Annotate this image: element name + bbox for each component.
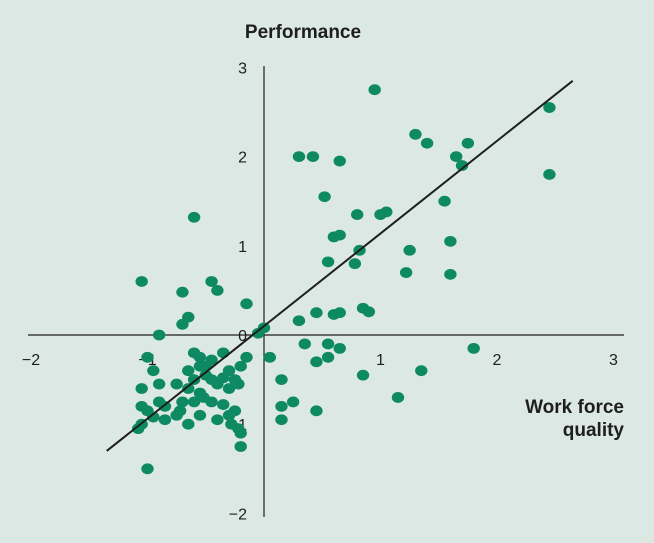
data-point [240, 351, 253, 363]
data-point [321, 351, 335, 363]
data-point [152, 329, 166, 341]
data-point [306, 151, 320, 163]
data-point [187, 396, 201, 408]
data-point [310, 405, 323, 417]
data-point [399, 267, 413, 278]
data-point [176, 318, 189, 330]
data-point [368, 84, 381, 96]
y-axis-title: Performance [245, 22, 361, 43]
data-point [135, 276, 148, 287]
data-point [173, 405, 187, 417]
data-point [217, 372, 230, 384]
data-point [420, 137, 434, 149]
data-point [217, 347, 230, 359]
data-point [348, 258, 362, 270]
data-point [467, 342, 480, 354]
data-point [292, 315, 306, 327]
data-point [147, 411, 160, 423]
data-point [141, 351, 154, 363]
data-point [333, 229, 346, 241]
data-point [211, 414, 224, 426]
data-point [176, 286, 189, 298]
data-point [450, 151, 463, 163]
data-point [170, 378, 183, 390]
data-point [211, 285, 224, 296]
data-point [222, 409, 236, 421]
data-point [321, 338, 335, 350]
data-point [318, 191, 331, 203]
data-point [310, 356, 323, 368]
x-tick-label: 3 [609, 352, 618, 369]
x-tick-label: 2 [493, 352, 502, 369]
data-point [182, 383, 195, 394]
y-tick-label: −2 [229, 506, 247, 523]
data-point [232, 378, 245, 390]
data-point [321, 256, 335, 268]
data-point [240, 298, 253, 310]
data-point [193, 351, 207, 363]
data-point [391, 392, 405, 403]
data-point [176, 396, 189, 408]
y-tick-label: 2 [238, 150, 247, 167]
data-point [234, 441, 247, 452]
data-point [141, 463, 154, 475]
data-point [403, 244, 416, 256]
y-tick-label: 1 [238, 239, 247, 256]
y-tick-label: 0 [238, 328, 247, 345]
data-point [158, 414, 172, 426]
y-tick-label: 3 [238, 60, 247, 77]
data-point [187, 211, 201, 223]
data-point [182, 365, 195, 377]
data-point [333, 342, 346, 354]
data-point [333, 155, 346, 167]
data-point [543, 102, 556, 113]
data-point [543, 169, 556, 180]
data-point [234, 427, 247, 439]
x-axis-title-line-2: quality [563, 420, 625, 441]
data-point [234, 360, 247, 372]
data-point [147, 365, 160, 377]
tick-labels: −2−11233210−1−2 [22, 60, 618, 523]
data-point [310, 307, 323, 319]
data-point [444, 268, 457, 280]
data-point [187, 374, 201, 385]
x-tick-label: −2 [22, 352, 40, 369]
data-point [222, 383, 236, 394]
data-point [286, 396, 300, 408]
data-point [298, 338, 311, 350]
data-point [275, 374, 288, 385]
data-point [251, 327, 265, 339]
trend-line [106, 79, 574, 452]
data-point [131, 423, 145, 435]
data-point [351, 209, 364, 220]
data-point [444, 235, 457, 247]
data-point [182, 418, 195, 430]
data-point [193, 409, 207, 421]
data-point [275, 414, 288, 426]
data-point [415, 365, 428, 377]
data-point [263, 351, 277, 363]
axes [28, 66, 624, 517]
data-point [135, 383, 148, 394]
x-tick-label: 1 [376, 352, 385, 369]
data-point [292, 151, 306, 163]
data-point [205, 396, 218, 408]
data-points [131, 84, 556, 475]
data-point [461, 137, 475, 149]
data-point [455, 160, 469, 171]
data-point [380, 206, 393, 218]
data-point [275, 400, 288, 412]
x-axis-title-line-1: Work force [525, 397, 624, 418]
data-point [409, 128, 422, 140]
data-point [438, 195, 451, 207]
data-point [362, 306, 376, 318]
data-point [356, 369, 370, 381]
data-point [158, 400, 172, 412]
data-point [333, 307, 346, 319]
data-point [205, 276, 218, 287]
data-point [217, 399, 230, 410]
data-point [152, 378, 166, 390]
